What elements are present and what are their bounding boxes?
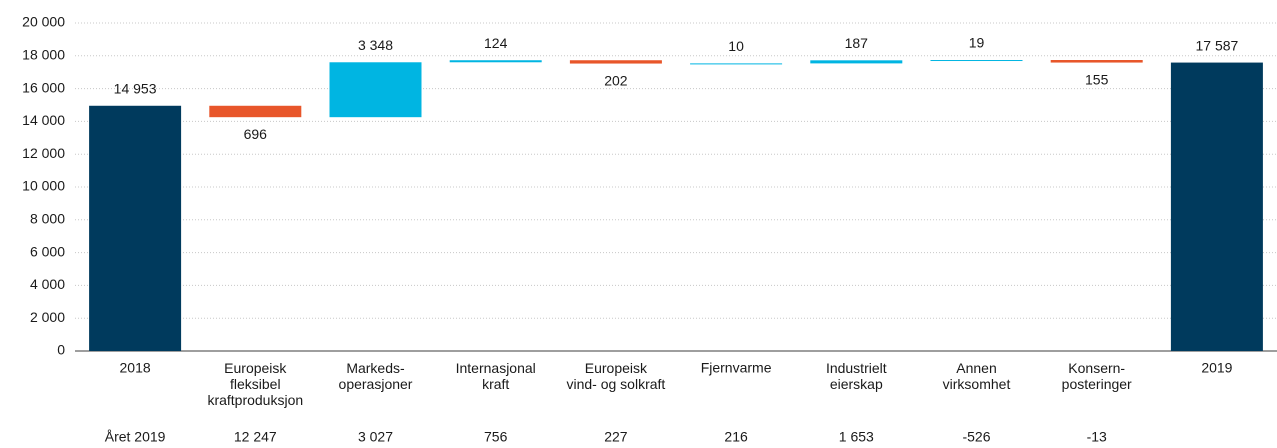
value-label: 3 348 [358, 37, 393, 53]
y-tick-label: 14 000 [22, 112, 65, 128]
x-tick-label: 2018 [120, 360, 151, 376]
x-tick-label: Konsern-posteringer [1062, 360, 1132, 392]
y-tick-label: 8 000 [30, 211, 65, 227]
value-label: 155 [1085, 71, 1109, 87]
value-label: 19 [969, 35, 985, 51]
footer-value: -526 [962, 429, 990, 445]
y-tick-label: 2 000 [30, 309, 65, 325]
value-label: 124 [484, 35, 508, 51]
x-tick-label: Europeisk fleksibel kraftproduksjon [207, 360, 303, 408]
bar [569, 60, 662, 64]
y-tick-label: 4 000 [30, 276, 65, 292]
footer-value: -13 [1087, 429, 1107, 445]
value-label: 17 587 [1195, 37, 1238, 53]
footer-value: 12 247 [234, 429, 277, 445]
footer-value: 1 653 [839, 429, 874, 445]
value-label: 696 [244, 126, 268, 142]
value-label: 10 [728, 38, 744, 54]
y-tick-label: 12 000 [22, 145, 65, 161]
bar [329, 62, 422, 118]
y-tick-label: 16 000 [22, 79, 65, 95]
y-tick-label: 0 [57, 342, 65, 358]
bar [1170, 62, 1263, 351]
bar [810, 60, 903, 64]
x-tick-label: Fjernvarme [701, 360, 772, 376]
footer-value: 3 027 [358, 429, 393, 445]
footer-value: 227 [604, 429, 628, 445]
footer-value: 216 [724, 429, 748, 445]
x-tick-label: Industrielt eierskap [826, 360, 887, 392]
footer-label: Året 2019 [105, 429, 166, 445]
y-tick-label: 20 000 [22, 14, 65, 30]
bar [930, 60, 1023, 62]
x-tick-label: Internasjonal kraft [456, 360, 536, 392]
y-tick-label: 18 000 [22, 47, 65, 63]
bar [1050, 60, 1143, 63]
bar [209, 105, 302, 118]
x-tick-label: Europeisk vind- og solkraft [566, 360, 665, 392]
x-tick-label: Annen virksomhet [943, 360, 1011, 392]
y-tick-label: 10 000 [22, 178, 65, 194]
value-label: 202 [604, 72, 628, 88]
value-label: 187 [845, 35, 869, 51]
value-label: 14 953 [114, 80, 157, 96]
y-tick-label: 6 000 [30, 243, 65, 259]
bar [89, 105, 182, 351]
x-tick-label: Markeds-operasjoner [339, 360, 413, 392]
footer-value: 756 [484, 429, 508, 445]
x-tick-label: 2019 [1201, 360, 1232, 376]
bar [690, 63, 783, 65]
bar [449, 60, 542, 63]
